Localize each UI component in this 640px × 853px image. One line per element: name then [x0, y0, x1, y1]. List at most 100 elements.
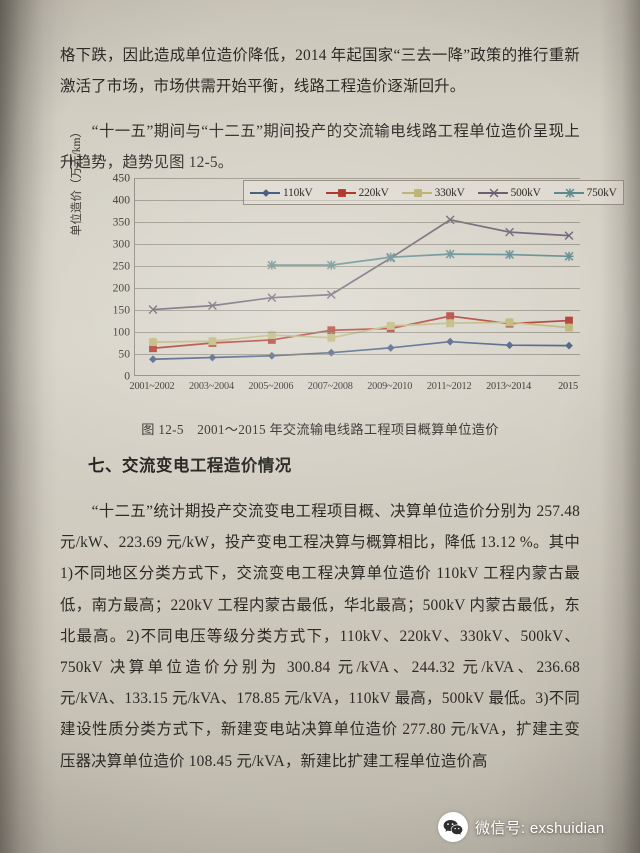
chart-data-point: [208, 336, 217, 346]
chart-data-point: [505, 317, 514, 327]
watermark: 微信号: exshuidian: [438, 812, 605, 842]
chart-data-point: [505, 227, 514, 237]
chart-y-tick: 350: [112, 215, 130, 229]
chart-data-point: [262, 188, 270, 197]
chart-data-point: [327, 332, 336, 342]
chart-data-point: [413, 187, 422, 197]
legend-item-220kv[interactable]: 220kV: [325, 186, 389, 199]
chart-data-point: [149, 344, 157, 353]
chart-plot-area: 450 400 350 300 250 200 150 100 50 0 110kV 220kV 33…: [100, 172, 624, 410]
chart-series-line: [152, 218, 570, 311]
legend-item-110kv[interactable]: 110kV: [250, 187, 313, 199]
chart-data-point: [267, 351, 276, 360]
legend-label: 330kV: [434, 186, 465, 199]
chart-legend: 110kV 220kV 330kV 500kV 750kV: [243, 180, 624, 205]
chart-y-tick: 400: [112, 193, 130, 207]
chart-x-tick: 2003~2004: [188, 381, 234, 392]
legend-item-330kv[interactable]: 330kV: [401, 186, 465, 199]
chart-x-axis-ticks: 2001~2002 2003~2004 2005~2006 2007~2008 2009…: [130, 378, 580, 402]
chart-y-axis-ticks: 450 400 350 300 250 200 150 100 50 0: [100, 172, 130, 383]
chart-data-point: [446, 337, 455, 346]
chart-x-tick: 2005~2006: [248, 381, 294, 392]
chart-x-tick: 2013~2014: [486, 381, 532, 392]
watermark-text: 微信号: exshuidian: [475, 819, 605, 837]
chart-data-point: [386, 252, 396, 262]
chart-data-point: [386, 343, 395, 352]
chart-data-point: [386, 320, 395, 330]
chart-series-line: [271, 253, 570, 266]
chart-data-point: [208, 353, 217, 362]
paragraph-intro: “十一五”期间与“十二五”期间投产的交流输电线路工程单位造价呈现上升趋势，趋势见…: [60, 123, 580, 171]
chart-gridline: [135, 244, 580, 245]
chart-gridline: [135, 354, 580, 355]
chart-data-point: [326, 260, 336, 270]
chart-x-tick: 2011~2012: [426, 381, 472, 392]
chart-data-point: [446, 318, 455, 328]
chart-data-point: [208, 301, 217, 310]
chart-data-point: [565, 341, 573, 350]
chart-gridline: [135, 310, 580, 311]
legend-marker-icon: [477, 187, 508, 199]
legend-label: 750kV: [586, 186, 617, 199]
chart-gridline: [135, 266, 580, 267]
legend-label: 110kV: [283, 186, 313, 199]
chart-data-point: [148, 305, 158, 314]
chart-data-point: [489, 188, 499, 197]
chart-data-point: [564, 231, 574, 241]
wechat-glyph: [443, 819, 463, 835]
chart-data-point: [505, 250, 515, 260]
chart-y-tick: 450: [112, 171, 130, 185]
chart-data-point: [327, 326, 336, 335]
chart-data-point: [446, 312, 455, 321]
paragraph-top: 格下跌，因此造成单位造价降低，2014 年起国家“三去一降”政策的推行重新激活了…: [60, 47, 580, 95]
chart-data-point: [564, 251, 574, 261]
wechat-icon: [438, 812, 468, 842]
page-binding-shadow: [0, 0, 58, 853]
chart-data-point: [445, 249, 455, 259]
chart-data-point: [327, 348, 336, 357]
legend-marker-icon: [250, 187, 280, 199]
chart-x-tick: 2001~2002: [129, 381, 175, 392]
legend-item-750kv[interactable]: 750kV: [553, 186, 617, 199]
legend-label: 220kV: [358, 186, 389, 199]
chart-y-tick: 0: [124, 369, 130, 383]
chart-data-point: [267, 293, 277, 303]
chart-y-tick: 150: [112, 303, 130, 317]
legend-item-500kv[interactable]: 500kV: [477, 187, 541, 199]
line-chart-figure: 单位造价（万元/km） 450 400 350 300 250 200 150 100 50 0 …: [71, 126, 624, 410]
chart-data-point: [565, 188, 575, 197]
page-edge-shadow: [600, 0, 640, 853]
chart-data-point: [565, 316, 573, 325]
chart-data-point: [337, 188, 346, 197]
legend-marker-icon: [401, 187, 432, 199]
chart-y-tick: 200: [112, 281, 130, 295]
chart-y-tick: 300: [112, 237, 130, 251]
chart-data-point: [149, 337, 157, 347]
chart-gridline: [135, 332, 580, 333]
chart-y-tick: 100: [112, 325, 130, 339]
chart-x-tick: 2009~2010: [367, 381, 413, 392]
chart-data-point: [267, 260, 277, 270]
chart-y-tick: 50: [118, 347, 130, 361]
chart-series-line: [152, 340, 570, 361]
chart-gridline: [135, 222, 580, 223]
chart-series-line: [152, 321, 570, 343]
chart-data-point: [505, 341, 514, 350]
chart-data-point: [267, 330, 276, 339]
paragraph-body: “十二五”统计期投产交流变电工程项目概、决算单位造价分别为 257.48 元/k…: [60, 503, 580, 770]
section-heading: 七、交流变电工程造价情况: [88, 457, 292, 475]
chart-data-point: [267, 336, 276, 344]
chart-data-point: [326, 290, 336, 299]
chart-y-tick: 250: [112, 259, 130, 273]
chart-x-tick: 2015: [558, 381, 578, 392]
legend-marker-icon: [553, 187, 584, 199]
chart-gridline: [135, 200, 580, 201]
chart-x-tick: 2007~2008: [307, 381, 353, 392]
chart-gridline: [135, 178, 580, 179]
figure-caption: 图 12-5 2001～2015 年交流输电线路工程项目概算单位造价: [141, 422, 499, 437]
chart-gridline: [135, 288, 580, 289]
chart-series-layer: [148, 215, 574, 364]
chart-data-point: [149, 355, 157, 364]
chart-canvas: 110kV 220kV 330kV 500kV 750kV: [134, 178, 624, 376]
